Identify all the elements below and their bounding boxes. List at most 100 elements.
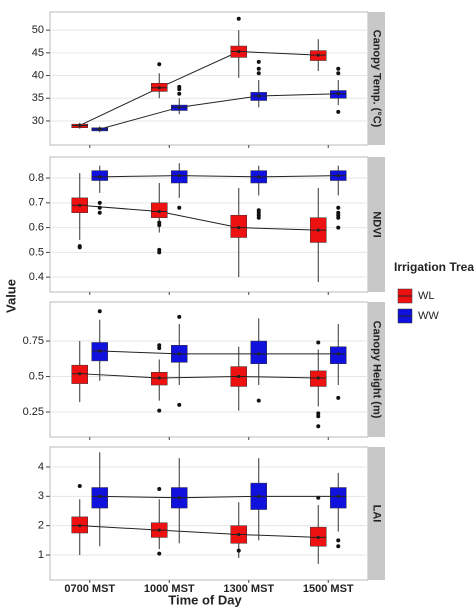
x-tick-label: 1000 MST: [144, 583, 195, 595]
x-tick-label: 0700 MST: [64, 583, 115, 595]
outlier: [157, 408, 162, 413]
mean-point: [336, 352, 340, 356]
mean-point: [336, 494, 340, 498]
mean-point: [257, 352, 261, 356]
mean-point: [177, 105, 181, 109]
x-tick-label: 1300 MST: [223, 583, 274, 595]
outlier: [77, 244, 82, 249]
mean-point: [257, 175, 261, 179]
outlier: [177, 402, 182, 407]
outlier: [236, 548, 241, 553]
outlier: [316, 424, 321, 429]
outlier: [97, 309, 102, 314]
outlier: [157, 346, 162, 351]
outlier: [336, 71, 341, 76]
legend-label: WW: [418, 310, 439, 322]
median-line: [99, 93, 339, 130]
mean-point: [157, 376, 161, 380]
mean-point: [237, 49, 241, 54]
mean-point: [237, 374, 241, 379]
legend-title: Irrigation Treatment: [394, 260, 474, 274]
outlier: [97, 200, 102, 205]
outlier: [256, 398, 261, 403]
outlier: [336, 544, 341, 549]
outlier: [177, 205, 182, 210]
outlier: [336, 66, 341, 71]
mean-point: [336, 173, 340, 178]
outlier: [336, 538, 341, 543]
outlier: [316, 411, 321, 416]
mean-point: [237, 532, 241, 537]
outlier: [97, 210, 102, 215]
median-line: [79, 525, 319, 538]
outlier: [157, 62, 162, 67]
outlier: [336, 225, 341, 230]
mean-point: [78, 524, 82, 528]
legend-label: WL: [418, 290, 435, 302]
mean-point: [157, 209, 161, 214]
median-line: [79, 50, 319, 126]
outlier: [157, 486, 162, 491]
outlier: [157, 247, 162, 252]
outlier: [236, 16, 241, 21]
mean-point: [98, 127, 102, 131]
outlier: [336, 109, 341, 114]
mean-point: [157, 528, 161, 532]
strip-label: Canopy Temp. (°C): [371, 30, 383, 128]
outlier: [77, 484, 82, 489]
outlier: [316, 414, 321, 419]
mean-point: [316, 53, 320, 57]
mean-point: [177, 173, 181, 178]
strip: [368, 447, 385, 580]
median-line: [79, 204, 319, 231]
outlier: [256, 71, 261, 76]
mean-point: [316, 535, 320, 540]
y-tick-label: 30: [32, 115, 44, 127]
y-tick-label: 35: [32, 92, 44, 104]
mean-point: [257, 494, 261, 498]
outlier: [177, 84, 182, 89]
strip: [368, 157, 385, 292]
mean-point: [98, 494, 102, 498]
y-tick-label: 0.6: [29, 222, 44, 234]
y-tick-label: 0.5: [29, 370, 44, 382]
mean-point: [237, 225, 241, 230]
y-tick-label: 50: [32, 24, 44, 36]
y-tick-label: 1: [38, 549, 44, 561]
y-tick-label: 0.4: [29, 271, 44, 283]
outlier: [177, 91, 182, 96]
y-tick-label: 0.75: [23, 335, 44, 347]
y-axis-label: Value: [3, 279, 18, 313]
y-tick-label: 0.25: [23, 406, 44, 418]
mean-point: [316, 228, 320, 232]
y-tick-label: 0.8: [29, 172, 44, 184]
outlier: [336, 205, 341, 210]
outlier: [177, 314, 182, 319]
outlier: [157, 551, 162, 556]
y-tick-label: 40: [32, 69, 44, 81]
strip: [368, 12, 385, 145]
y-tick-label: 3: [38, 490, 44, 502]
mean-point: [78, 203, 82, 207]
outlier: [336, 210, 341, 215]
panel-background: [49, 446, 369, 581]
y-tick-label: 0.5: [29, 246, 44, 258]
median-line: [99, 350, 339, 355]
outlier: [316, 340, 321, 345]
mean-point: [316, 376, 320, 380]
y-tick-label: 45: [32, 47, 44, 59]
strip-label: NDVI: [371, 211, 383, 237]
mean-point: [257, 94, 261, 98]
mean-point: [78, 123, 82, 128]
outlier: [97, 205, 102, 210]
median-line: [99, 175, 339, 178]
y-tick-label: 0.7: [29, 197, 44, 209]
x-tick-label: 1500 MST: [303, 583, 354, 595]
outlier: [256, 59, 261, 64]
y-tick-label: 4: [38, 461, 44, 473]
mean-point: [336, 92, 340, 96]
mean-point: [98, 175, 102, 179]
strip-label: Canopy Height (m): [371, 321, 383, 419]
strip: [368, 302, 385, 437]
